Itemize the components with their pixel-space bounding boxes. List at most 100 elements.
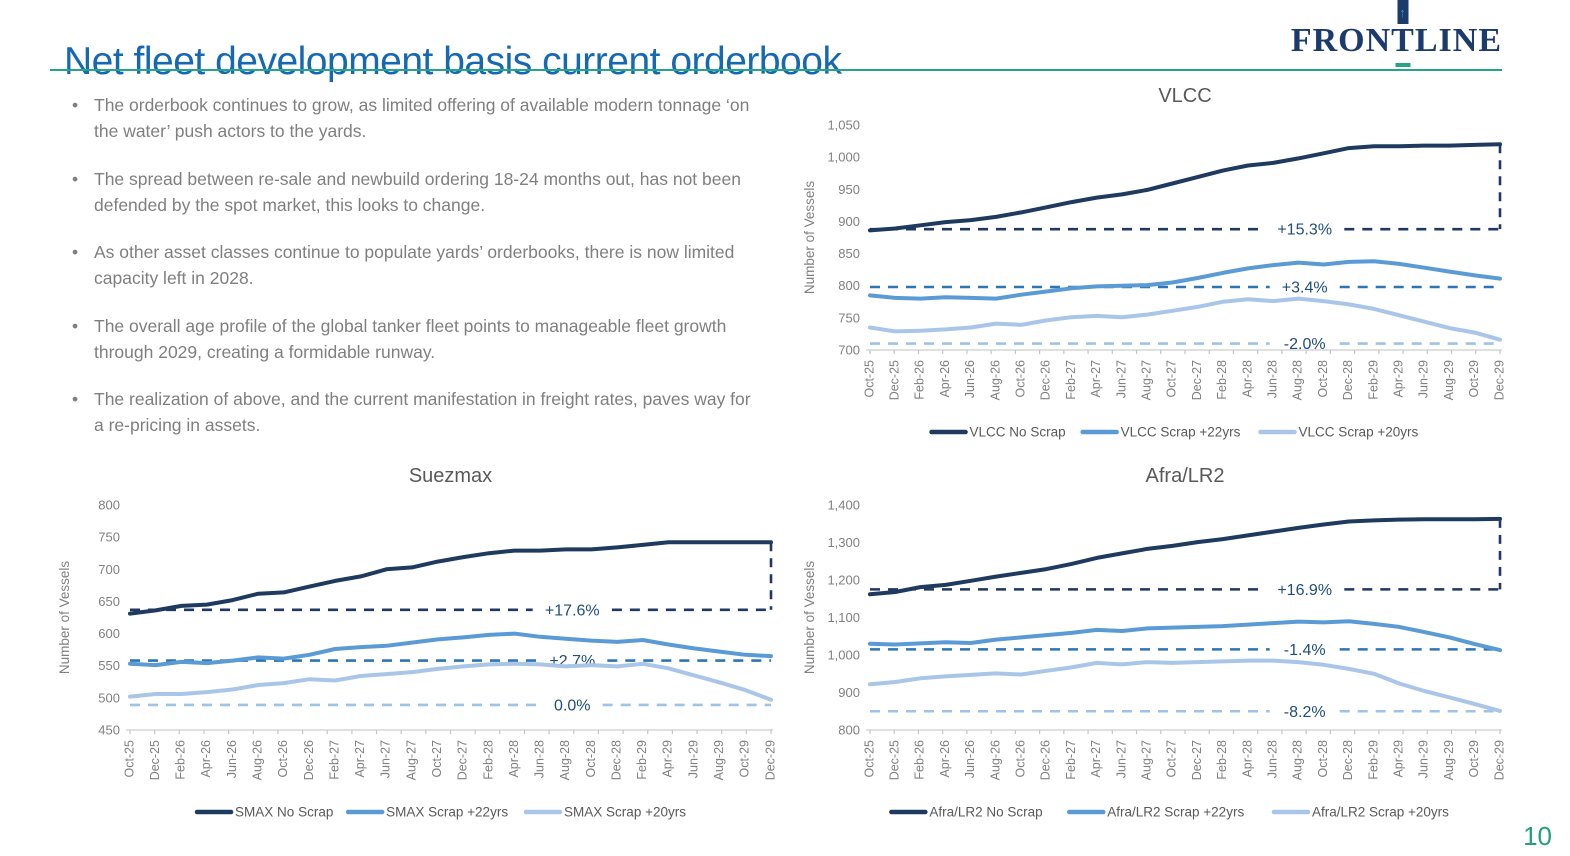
x-tick-label: Jun-27 — [1114, 360, 1128, 398]
x-tick-label: Oct-29 — [1467, 360, 1481, 398]
chart-vlcc: VLCC 700 750 800 850 900 950 1,000 1,050 Number o… — [800, 80, 1570, 458]
y-tick-label: 800 — [838, 278, 860, 293]
x-tick-label: Oct-29 — [738, 740, 752, 778]
y-tick-label: 1,000 — [827, 648, 860, 663]
bullet-item: • As other asset classes continue to popu… — [72, 239, 762, 292]
x-tick-label: Aug-29 — [1442, 360, 1456, 400]
reference-label: +16.9% — [1277, 582, 1332, 599]
x-tick-label: Dec-25 — [887, 360, 901, 400]
x-tick-label: Oct-26 — [1013, 360, 1027, 398]
x-tick-label: Dec-29 — [1492, 740, 1506, 780]
x-tick-label: Aug-26 — [988, 740, 1002, 780]
x-tick-label: Apr-29 — [661, 740, 675, 778]
reference-label: 0.0% — [554, 697, 590, 714]
x-tick-label: Dec-26 — [1039, 360, 1053, 400]
x-tick-label: Jun-29 — [1417, 740, 1431, 778]
x-tick-label: Apr-28 — [1240, 360, 1254, 398]
series-line — [128, 631, 773, 668]
series-line — [868, 259, 1502, 301]
x-tick-label: Dec-28 — [1341, 360, 1355, 400]
x-tick-label: Apr-26 — [938, 740, 952, 778]
x-tick-label: Feb-28 — [481, 740, 495, 780]
series-line — [868, 142, 1502, 233]
x-tick-label: Aug-29 — [1442, 740, 1456, 780]
x-tick-label: Feb-27 — [327, 740, 341, 780]
y-axis-title: Number of Vessels — [802, 561, 817, 675]
x-tick-label: Jun-26 — [963, 360, 977, 398]
x-tick-label: Feb-29 — [1366, 360, 1380, 400]
x-tick-label: Dec-27 — [1190, 360, 1204, 400]
y-tick-label: 650 — [98, 594, 120, 609]
x-tick-label: Oct-25 — [122, 740, 136, 778]
y-tick-label: 1,050 — [827, 118, 860, 133]
y-tick-label: 700 — [98, 562, 120, 577]
legend-label: Afra/LR2 Scrap +22yrs — [1107, 805, 1244, 820]
y-tick-label: 750 — [98, 530, 120, 545]
bullet-icon: • — [72, 168, 79, 189]
x-tick-label: Dec-25 — [148, 740, 162, 780]
chart-title: Suezmax — [409, 465, 492, 487]
legend-label: SMAX No Scrap — [235, 805, 333, 820]
bullet-text: The spread between re-sale and newbuild … — [94, 168, 741, 215]
x-tick-label: Apr-27 — [1089, 740, 1103, 778]
x-tick-label: Aug-28 — [558, 740, 572, 780]
y-tick-label: 950 — [838, 182, 860, 197]
x-tick-label: Apr-27 — [353, 740, 367, 778]
x-tick-label: Jun-26 — [225, 740, 239, 778]
y-tick-label: 1,200 — [827, 573, 860, 588]
x-tick-label: Dec-27 — [1190, 740, 1204, 780]
x-tick-label: Oct-27 — [1165, 360, 1179, 398]
title-divider — [50, 69, 1502, 71]
x-tick-label: Feb-28 — [1215, 360, 1229, 400]
chart-title: Afra/LR2 — [1146, 465, 1225, 487]
bullet-icon: • — [72, 242, 79, 262]
x-tick-label: Oct-26 — [276, 740, 290, 778]
x-tick-label: Aug-26 — [250, 740, 264, 780]
series-line — [128, 661, 773, 702]
x-tick-label: Feb-28 — [1215, 740, 1229, 780]
x-tick-label: Oct-25 — [862, 740, 876, 778]
series-line — [128, 540, 773, 616]
reference-label: +17.6% — [545, 602, 600, 619]
y-tick-label: 1,100 — [827, 610, 860, 625]
x-tick-label: Aug-29 — [712, 740, 726, 780]
logo-text-left: FRON — [1290, 22, 1392, 59]
x-tick-label: Apr-26 — [938, 360, 952, 398]
x-tick-label: Feb-27 — [1064, 360, 1078, 400]
y-axis-title: Number of Vessels — [57, 561, 72, 675]
x-tick-label: Jun-28 — [533, 740, 547, 778]
bullet-text: The realization of above, and the curren… — [94, 389, 751, 436]
x-tick-label: Apr-28 — [507, 740, 521, 778]
x-tick-label: Apr-29 — [1391, 740, 1405, 778]
x-tick-label: Aug-27 — [404, 740, 418, 780]
series-line — [868, 658, 1502, 713]
series-line — [868, 619, 1502, 653]
series-line — [868, 296, 1502, 342]
legend-label: Afra/LR2 Scrap +20yrs — [1312, 805, 1449, 820]
x-tick-label: Oct-28 — [1316, 740, 1330, 778]
chart-suezmax: Suezmax 450 500 550 600 650 700 750 800 Number of… — [55, 460, 800, 838]
x-tick-label: Dec-28 — [1341, 740, 1355, 780]
chart-afra: Afra/LR2 800 900 1,000 1,100 1,200 1,300 1,400 N… — [800, 460, 1570, 838]
x-tick-label: Oct-26 — [1013, 740, 1027, 778]
x-tick-label: Dec-29 — [763, 740, 777, 780]
series-line — [868, 516, 1502, 597]
bullet-list: • The orderbook continues to grow, as lim… — [72, 92, 762, 460]
reference-label: +3.4% — [1282, 280, 1328, 297]
x-tick-label: Oct-25 — [862, 360, 876, 398]
chart-vlcc-svg: VLCC 700 750 800 850 900 950 1,000 1,050 Number o… — [802, 85, 1506, 440]
y-tick-label: 500 — [98, 690, 120, 705]
bullet-item: • The realization of above, and the curre… — [72, 386, 762, 439]
reference-label: +15.3% — [1277, 222, 1332, 239]
page-number: 10 — [1523, 821, 1552, 851]
x-tick-label: Feb-26 — [913, 740, 927, 780]
frontline-logo: FRON ↑ T LINE — [1290, 0, 1502, 67]
bullet-icon: • — [72, 95, 79, 115]
x-tick-label: Aug-28 — [1291, 360, 1305, 400]
x-tick-label: Apr-26 — [199, 740, 213, 778]
x-tick-label: Jun-26 — [963, 740, 977, 778]
x-tick-label: Dec-26 — [1039, 740, 1053, 780]
bullet-item: • The orderbook continues to grow, as lim… — [72, 92, 762, 145]
x-tick-label: Aug-27 — [1139, 740, 1153, 780]
x-tick-label: Feb-26 — [174, 740, 188, 780]
